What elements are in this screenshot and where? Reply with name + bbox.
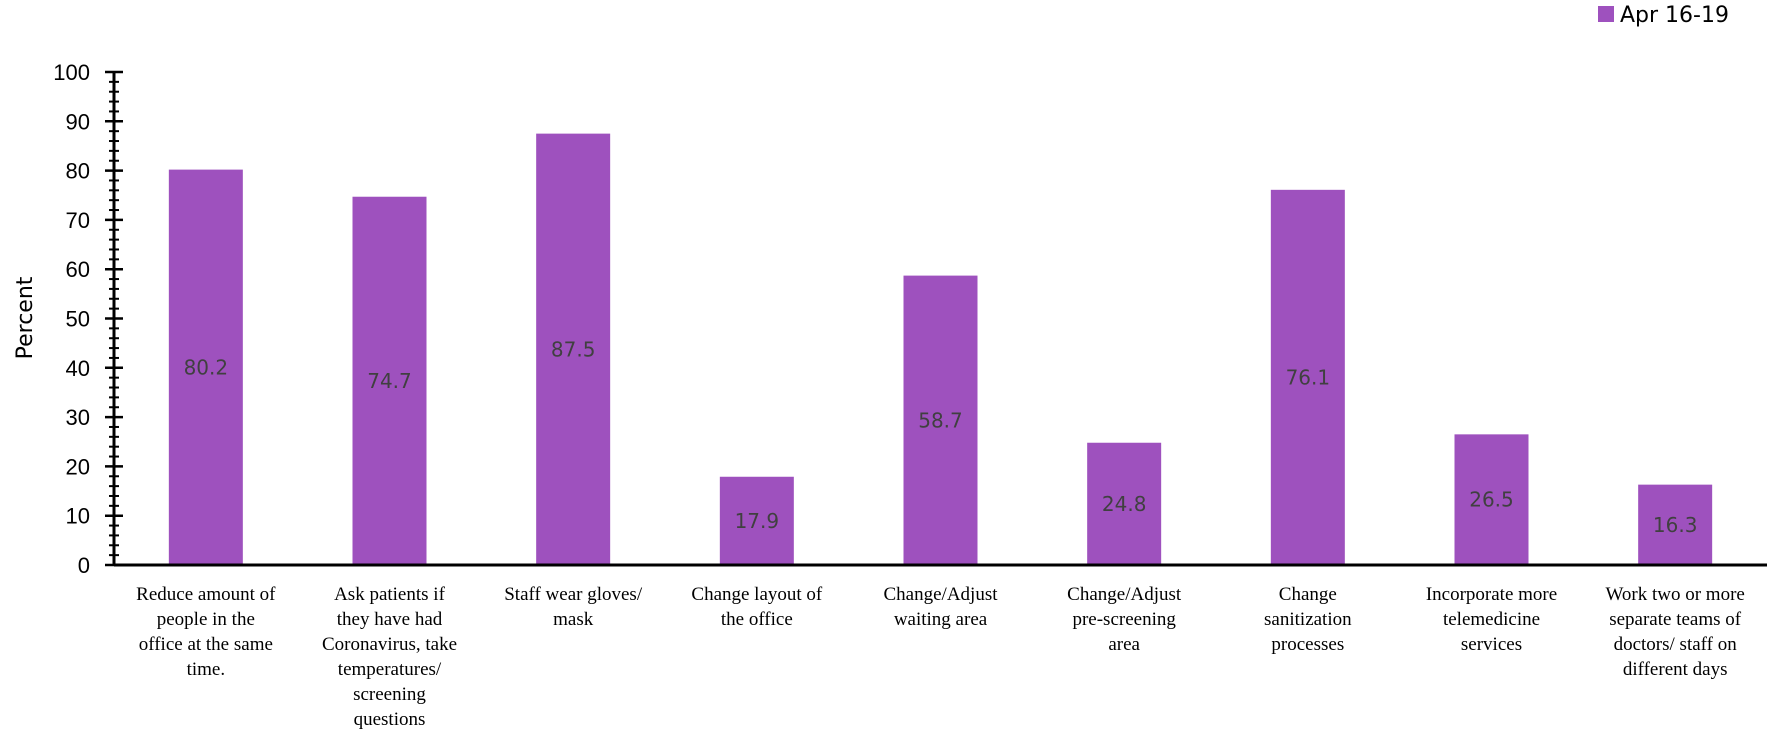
x-tick-label: Change sanitization processes — [1264, 584, 1352, 655]
y-tick-label: 30 — [66, 405, 90, 430]
x-tick-label: Staff wear gloves/mask — [504, 584, 643, 630]
category-labels: Reduce amount of people in the office at t… — [136, 584, 1745, 730]
data-label: 58.7 — [918, 408, 963, 432]
y-tick-label: 90 — [66, 109, 90, 134]
x-tick-label: Reduce amount of people in the office at t… — [136, 584, 276, 680]
data-label: 24.8 — [1102, 492, 1147, 516]
bar — [168, 169, 243, 565]
bar — [903, 275, 978, 565]
data-labels: 80.2 74.7 87.5 17.9 58.7 24.8 76.1 26.5 16.3 — [184, 337, 1698, 537]
x-tick-label: Work two or more separate teams of doctors… — [1605, 584, 1744, 680]
y-axis: 0 10 20 30 40 50 60 70 80 90 100 — [53, 60, 123, 578]
y-axis-label: Percent — [13, 276, 38, 359]
data-label: 74.7 — [367, 369, 412, 393]
y-tick-label: 80 — [66, 159, 90, 184]
bar — [1454, 434, 1529, 565]
bar — [719, 476, 794, 565]
y-tick-label: 100 — [53, 60, 90, 85]
x-tick-label: Change layout of the office — [691, 584, 823, 630]
bars — [168, 133, 1713, 565]
x-tick-label: Change/Adjust pre-screening area — [1067, 584, 1182, 655]
x-tick-label: Incorporate more telemedicine services — [1426, 584, 1557, 655]
axes — [112, 72, 1767, 567]
data-label: 87.5 — [551, 337, 596, 361]
y-tick-label: 40 — [66, 356, 90, 381]
y-tick-label: 70 — [66, 208, 90, 233]
bar — [1638, 484, 1713, 565]
data-label: 26.5 — [1469, 488, 1514, 512]
legend-label: Apr 16-19 — [1620, 3, 1729, 28]
bar — [536, 133, 611, 565]
y-tick-label: 50 — [66, 307, 90, 332]
data-label: 17.9 — [735, 509, 780, 533]
y-tick-label: 60 — [66, 257, 90, 282]
y-axis-label-group: Percent — [13, 276, 38, 359]
y-tick-label: 10 — [66, 504, 90, 529]
data-label: 16.3 — [1653, 513, 1698, 537]
x-tick-label: Ask patients if they have had Coronavirus,… — [322, 584, 457, 730]
legend-swatch — [1598, 6, 1614, 22]
legend: Apr 16-19 — [1598, 3, 1729, 28]
x-tick-label: Change/Adjust waiting area — [884, 584, 999, 630]
bar — [1087, 442, 1162, 565]
data-label: 80.2 — [184, 355, 229, 379]
bar — [1270, 189, 1345, 565]
data-label: 76.1 — [1286, 365, 1331, 389]
y-tick-label: 20 — [66, 454, 90, 479]
bar — [352, 196, 427, 565]
y-tick-label: 0 — [78, 553, 90, 578]
